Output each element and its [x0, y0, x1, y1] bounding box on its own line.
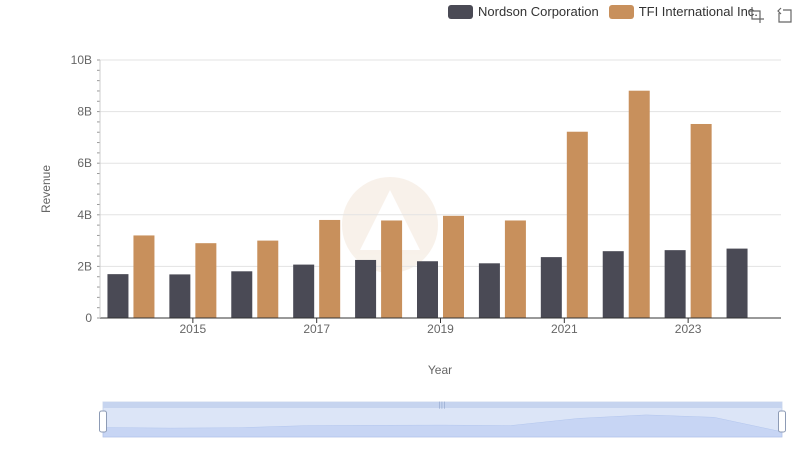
bar-nordson-2014[interactable]	[107, 274, 129, 318]
x-tick-label: 2023	[675, 322, 702, 336]
chart-legend: Nordson Corporation TFI International In…	[448, 4, 758, 19]
bar-tfi-2017[interactable]	[319, 219, 341, 318]
legend-swatch-tfi	[608, 4, 634, 19]
y-axis-title: Revenue	[39, 165, 53, 213]
y-axis-tick-labels: 0 2B 4B 6B 8B 10B	[71, 53, 93, 325]
y-tick-label: 8B	[77, 105, 92, 119]
data-zoom-top-bar[interactable]	[103, 402, 782, 408]
bar-nordson-2015[interactable]	[169, 274, 191, 318]
gridlines	[100, 59, 781, 267]
x-tick-label: 2017	[303, 322, 330, 336]
y-tick-label: 6B	[77, 156, 92, 170]
bar-nordson-2021[interactable]	[540, 257, 562, 318]
bar-tfi-2023[interactable]	[690, 123, 712, 318]
y-tick-label: 4B	[77, 208, 92, 222]
bar-nordson-2023[interactable]	[664, 250, 686, 318]
bar-tfi-2018[interactable]	[381, 220, 403, 318]
bar-nordson-2018[interactable]	[355, 259, 377, 318]
zoom-icon[interactable]	[748, 7, 764, 23]
bar-tfi-2020[interactable]	[504, 220, 526, 318]
data-zoom-slider[interactable]: |||	[99, 401, 786, 438]
x-axis-tick-labels: 2015 2017 2019 2021 2023	[180, 318, 702, 336]
bar-tfi-2016[interactable]	[257, 240, 279, 318]
legend-label-nordson: Nordson Corporation	[478, 4, 599, 19]
restore-icon[interactable]	[776, 7, 792, 23]
bar-nordson-2020[interactable]	[478, 263, 500, 318]
data-zoom-left-handle[interactable]	[99, 410, 107, 433]
bar-tfi-2015[interactable]	[195, 243, 217, 318]
y-tick-label: 10B	[71, 53, 92, 67]
y-tick-label: 0	[85, 311, 92, 325]
bar-nordson-2024[interactable]	[726, 248, 748, 318]
x-axis-title: Year	[428, 363, 452, 377]
bar-nordson-2017[interactable]	[293, 264, 315, 318]
bar-tfi-2022[interactable]	[628, 90, 650, 319]
x-tick-label: 2019	[427, 322, 454, 336]
bar-tfi-2021[interactable]	[566, 131, 588, 318]
bars-layer[interactable]	[107, 90, 748, 319]
x-tick-label: 2021	[551, 322, 578, 336]
x-tick-label: 2015	[180, 322, 207, 336]
legend-label-tfi: TFI International Inc.	[638, 4, 758, 19]
legend-swatch-nordson	[448, 4, 473, 19]
legend-item-tfi[interactable]: TFI International Inc.	[608, 4, 758, 19]
bar-tfi-2019[interactable]	[443, 215, 464, 318]
data-zoom-right-handle[interactable]	[778, 410, 786, 433]
chart-toolbox	[748, 7, 792, 23]
bar-tfi-2014[interactable]	[133, 235, 155, 318]
legend-item-nordson[interactable]: Nordson Corporation	[448, 4, 599, 19]
data-zoom-preview-area	[102, 414, 783, 438]
y-tick-label: 2B	[77, 259, 92, 273]
bar-nordson-2016[interactable]	[231, 271, 253, 318]
bar-nordson-2022[interactable]	[602, 251, 624, 318]
bar-nordson-2019[interactable]	[417, 261, 438, 318]
data-zoom-grip-icon[interactable]: |||	[438, 401, 445, 409]
